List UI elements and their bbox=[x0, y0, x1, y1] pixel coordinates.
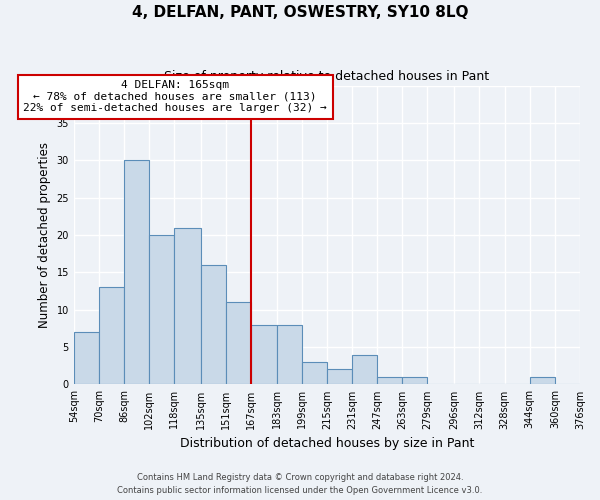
Bar bbox=[327, 370, 352, 384]
Bar bbox=[530, 377, 555, 384]
Y-axis label: Number of detached properties: Number of detached properties bbox=[38, 142, 51, 328]
Text: Contains HM Land Registry data © Crown copyright and database right 2024.
Contai: Contains HM Land Registry data © Crown c… bbox=[118, 474, 482, 495]
Title: Size of property relative to detached houses in Pant: Size of property relative to detached ho… bbox=[164, 70, 490, 83]
X-axis label: Distribution of detached houses by size in Pant: Distribution of detached houses by size … bbox=[179, 437, 474, 450]
Bar bbox=[149, 235, 175, 384]
Text: 4 DELFAN: 165sqm
← 78% of detached houses are smaller (113)
22% of semi-detached: 4 DELFAN: 165sqm ← 78% of detached house… bbox=[23, 80, 327, 114]
Bar bbox=[74, 332, 99, 384]
Bar bbox=[175, 228, 201, 384]
Bar bbox=[201, 265, 226, 384]
Bar bbox=[124, 160, 149, 384]
Bar bbox=[99, 288, 124, 384]
Bar bbox=[377, 377, 403, 384]
Bar bbox=[403, 377, 427, 384]
Bar bbox=[226, 302, 251, 384]
Bar bbox=[352, 354, 377, 384]
Bar bbox=[277, 324, 302, 384]
Bar bbox=[251, 324, 277, 384]
Text: 4, DELFAN, PANT, OSWESTRY, SY10 8LQ: 4, DELFAN, PANT, OSWESTRY, SY10 8LQ bbox=[132, 5, 468, 20]
Bar bbox=[302, 362, 327, 384]
